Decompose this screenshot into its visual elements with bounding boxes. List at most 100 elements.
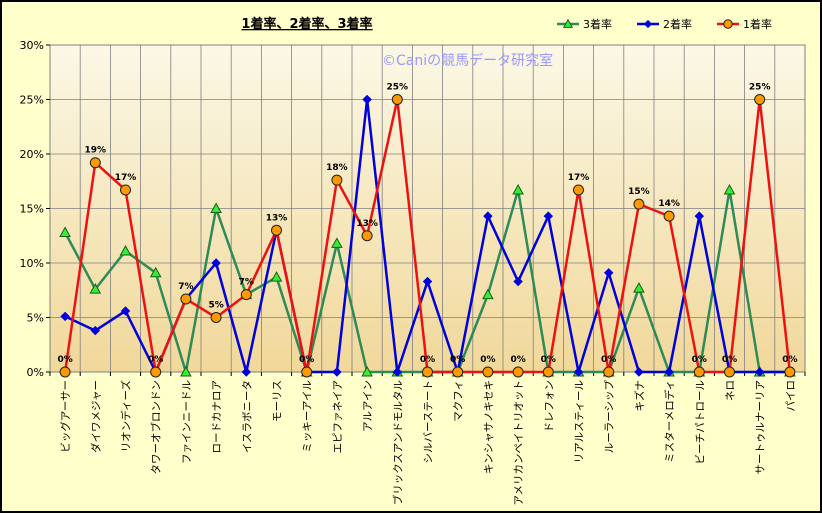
data-label: 17%: [115, 173, 137, 183]
legend-label: 2着率: [663, 17, 692, 31]
legend-marker: [562, 18, 574, 28]
data-point: [483, 211, 493, 221]
data-point: [754, 367, 765, 377]
data-point: [362, 94, 372, 105]
data-label: 0%: [57, 355, 72, 365]
data-point: [392, 367, 403, 377]
data-label: 0%: [299, 355, 314, 365]
y-tick-label: 30%: [20, 39, 44, 52]
data-point: [543, 211, 554, 221]
x-tick-label: ミスターメロディ: [663, 380, 676, 463]
data-point: [573, 184, 584, 196]
data-point: [633, 198, 645, 210]
data-point: [301, 366, 313, 378]
data-label: 17%: [568, 173, 590, 183]
data-point: [542, 366, 554, 378]
data-point: [693, 366, 705, 378]
data-point: [210, 202, 222, 213]
data-label: 7%: [178, 282, 193, 292]
data-point: [210, 312, 222, 323]
x-tick-label: パイロ: [785, 380, 797, 412]
data-point: [180, 293, 192, 305]
data-point: [332, 367, 342, 377]
data-point: [120, 184, 131, 196]
y-tick-label: 10%: [20, 257, 44, 270]
watermark: ©Caniの競馬データ研究室: [382, 52, 553, 69]
x-tick-label: タワーオブロンドン: [150, 380, 163, 475]
data-label: 5%: [208, 301, 223, 311]
data-point: [89, 157, 101, 169]
legend-label: 3着率: [583, 17, 612, 31]
x-tick-label: ロードカナロア: [211, 380, 223, 454]
x-tick-label: ファインニードル: [181, 380, 193, 464]
data-point: [149, 266, 162, 278]
data-point: [724, 366, 735, 378]
data-point: [150, 366, 162, 378]
x-tick-label: イスラボニータ: [241, 380, 253, 453]
data-point: [361, 230, 373, 242]
x-tick-label: キンシャサノキセキ: [483, 380, 495, 474]
data-label: 0%: [420, 355, 435, 365]
data-point: [120, 306, 131, 316]
series-1: [59, 94, 796, 378]
data-label: 0%: [692, 355, 707, 365]
data-point: [422, 366, 433, 378]
x-tick-label: リアルスティール: [574, 380, 586, 463]
x-tick-label: リオンディーズ: [120, 380, 133, 452]
data-point: [694, 211, 705, 221]
data-label: 13%: [266, 213, 288, 223]
data-label: 25%: [749, 83, 771, 93]
data-point: [241, 367, 252, 377]
x-tick-label: キズナ: [633, 380, 646, 412]
y-tick-label: 0%: [27, 366, 44, 379]
y-tick-label: 20%: [20, 148, 44, 161]
data-point: [60, 311, 70, 322]
data-label: 0%: [480, 355, 495, 365]
data-label: 19%: [85, 146, 107, 156]
data-point: [90, 325, 101, 336]
data-point: [271, 224, 282, 236]
x-tick-label: シルバーステート: [423, 380, 435, 463]
data-point: [482, 288, 494, 300]
legend: 3着率 2着率 1着率: [557, 17, 772, 31]
data-point: [634, 367, 644, 377]
data-point: [211, 258, 221, 268]
data-point: [452, 366, 464, 378]
legend-marker: [723, 19, 733, 29]
data-label: 0%: [148, 355, 163, 365]
data-point: [331, 174, 343, 186]
data-label: 0%: [601, 355, 616, 365]
data-point: [573, 367, 584, 377]
y-tick-label: 5%: [27, 312, 44, 325]
x-tick-label: ブリックスアンドモルタル: [391, 380, 404, 505]
data-point: [391, 94, 403, 105]
x-tick-label: モーリス: [272, 380, 284, 422]
x-tick-label: ネロ: [725, 380, 737, 401]
data-point: [331, 237, 343, 248]
data-point: [603, 268, 614, 278]
x-tick-label: ドレフォン: [543, 380, 555, 433]
x-tick-label: ルーラーシップ: [604, 380, 616, 454]
data-label: 14%: [658, 199, 680, 209]
x-tick-label: ビーチパトロール: [694, 380, 706, 464]
data-label: 15%: [628, 187, 650, 197]
x-tick-label: ミッキーアイル: [302, 380, 314, 453]
x-tick-label: サートゥルナーリア: [755, 380, 767, 475]
data-point: [59, 226, 71, 237]
x-tick-label: ダイワメジャー: [89, 380, 102, 453]
x-tick-label: エピファネイア: [332, 380, 344, 454]
data-point: [270, 271, 283, 282]
data-point: [754, 94, 766, 105]
data-label: 0%: [722, 355, 737, 365]
data-point: [723, 183, 736, 195]
data-point: [603, 366, 615, 378]
data-point: [513, 276, 523, 287]
x-tick-label: アルアイン: [362, 380, 374, 432]
x-tick-label: アメリカンペイトリオット: [513, 380, 525, 505]
data-label: 18%: [326, 163, 348, 173]
x-tick-label: マクフィ: [453, 380, 465, 422]
y-tick-label: 15%: [20, 203, 44, 216]
data-label: 25%: [387, 83, 409, 93]
data-label: 7%: [239, 278, 254, 288]
